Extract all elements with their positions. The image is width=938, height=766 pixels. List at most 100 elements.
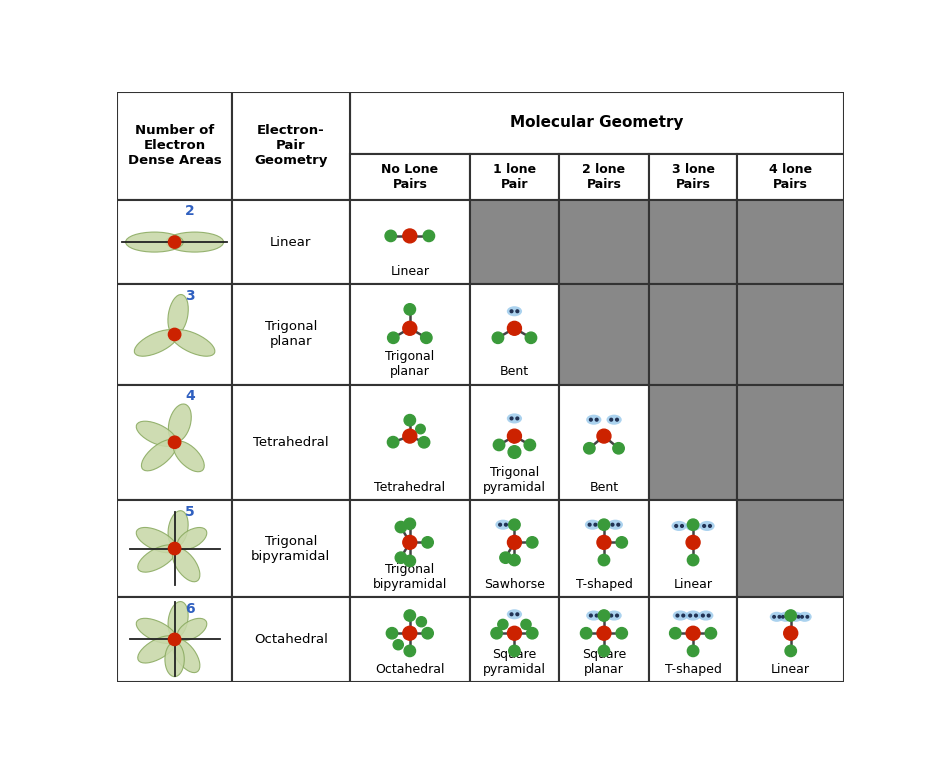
Ellipse shape: [177, 618, 206, 640]
Bar: [649, 597, 737, 682]
Circle shape: [404, 518, 416, 529]
Bar: [117, 200, 232, 284]
Circle shape: [610, 614, 613, 617]
Circle shape: [510, 310, 513, 313]
Circle shape: [583, 443, 595, 454]
Circle shape: [695, 525, 697, 527]
Bar: [117, 500, 232, 597]
Ellipse shape: [779, 612, 793, 622]
Circle shape: [702, 614, 704, 617]
Ellipse shape: [138, 545, 176, 572]
Ellipse shape: [126, 232, 183, 252]
Circle shape: [686, 627, 700, 640]
Circle shape: [589, 614, 592, 617]
Text: Tetrahedral: Tetrahedral: [253, 436, 328, 449]
Circle shape: [422, 627, 433, 639]
Bar: [649, 284, 737, 385]
Circle shape: [613, 443, 625, 454]
Text: Number of
Electron
Dense Areas: Number of Electron Dense Areas: [128, 124, 221, 167]
Circle shape: [617, 523, 620, 526]
Ellipse shape: [686, 521, 701, 531]
Ellipse shape: [495, 519, 510, 530]
Ellipse shape: [173, 548, 200, 581]
Bar: [470, 153, 559, 200]
Ellipse shape: [789, 612, 803, 622]
Circle shape: [688, 645, 699, 656]
Circle shape: [169, 633, 181, 646]
Circle shape: [781, 616, 784, 618]
Ellipse shape: [173, 639, 200, 673]
Circle shape: [610, 418, 613, 421]
Circle shape: [492, 332, 504, 343]
Ellipse shape: [168, 404, 191, 442]
Circle shape: [499, 523, 502, 526]
Bar: [559, 153, 649, 200]
Circle shape: [516, 417, 519, 420]
Circle shape: [707, 614, 710, 617]
Circle shape: [688, 525, 691, 527]
Bar: [559, 385, 649, 500]
Circle shape: [423, 231, 434, 241]
Circle shape: [785, 610, 796, 621]
Circle shape: [703, 525, 705, 527]
Text: 2 lone
Pairs: 2 lone Pairs: [582, 162, 626, 191]
Circle shape: [615, 614, 618, 617]
Circle shape: [688, 555, 699, 566]
Bar: [470, 500, 559, 597]
Circle shape: [597, 535, 611, 549]
Ellipse shape: [168, 511, 189, 547]
Circle shape: [507, 627, 522, 640]
Ellipse shape: [585, 519, 600, 530]
Bar: [559, 500, 649, 597]
Circle shape: [420, 332, 432, 343]
Circle shape: [395, 552, 407, 563]
Circle shape: [686, 535, 700, 549]
Circle shape: [773, 616, 776, 618]
Ellipse shape: [138, 636, 176, 663]
Circle shape: [516, 613, 519, 616]
Ellipse shape: [166, 232, 223, 252]
Text: 4: 4: [185, 389, 195, 403]
Circle shape: [507, 535, 522, 549]
Circle shape: [169, 436, 181, 448]
Ellipse shape: [136, 618, 176, 643]
Text: Linear: Linear: [673, 578, 713, 591]
Text: 3: 3: [186, 289, 195, 303]
Circle shape: [416, 617, 427, 627]
Bar: [737, 385, 844, 500]
Bar: [470, 385, 559, 500]
Text: 6: 6: [186, 601, 195, 616]
Text: 5: 5: [185, 505, 195, 519]
Circle shape: [616, 627, 628, 639]
Bar: [117, 597, 232, 682]
Text: Trigonal
bipyramidal: Trigonal bipyramidal: [251, 535, 330, 562]
Bar: [559, 597, 649, 682]
Ellipse shape: [142, 440, 177, 471]
Circle shape: [806, 616, 809, 618]
Ellipse shape: [136, 421, 176, 447]
Circle shape: [510, 613, 513, 616]
Bar: [649, 153, 737, 200]
Circle shape: [597, 429, 611, 443]
Circle shape: [594, 523, 597, 526]
Text: Octahedral: Octahedral: [254, 633, 327, 646]
Circle shape: [508, 555, 521, 566]
Text: Linear: Linear: [390, 265, 430, 278]
Ellipse shape: [607, 414, 622, 424]
Bar: [117, 92, 350, 153]
Circle shape: [422, 537, 433, 548]
Text: Bent: Bent: [589, 481, 618, 494]
Circle shape: [598, 519, 610, 530]
Ellipse shape: [168, 294, 189, 335]
Bar: [470, 284, 559, 385]
Bar: [649, 500, 737, 597]
Text: Trigonal
pyramidal: Trigonal pyramidal: [483, 466, 546, 494]
Circle shape: [681, 525, 684, 527]
Circle shape: [404, 414, 416, 426]
Circle shape: [404, 645, 416, 656]
Circle shape: [402, 429, 416, 443]
Bar: [117, 92, 232, 200]
Ellipse shape: [686, 611, 701, 620]
Ellipse shape: [136, 528, 176, 553]
Circle shape: [510, 417, 513, 420]
